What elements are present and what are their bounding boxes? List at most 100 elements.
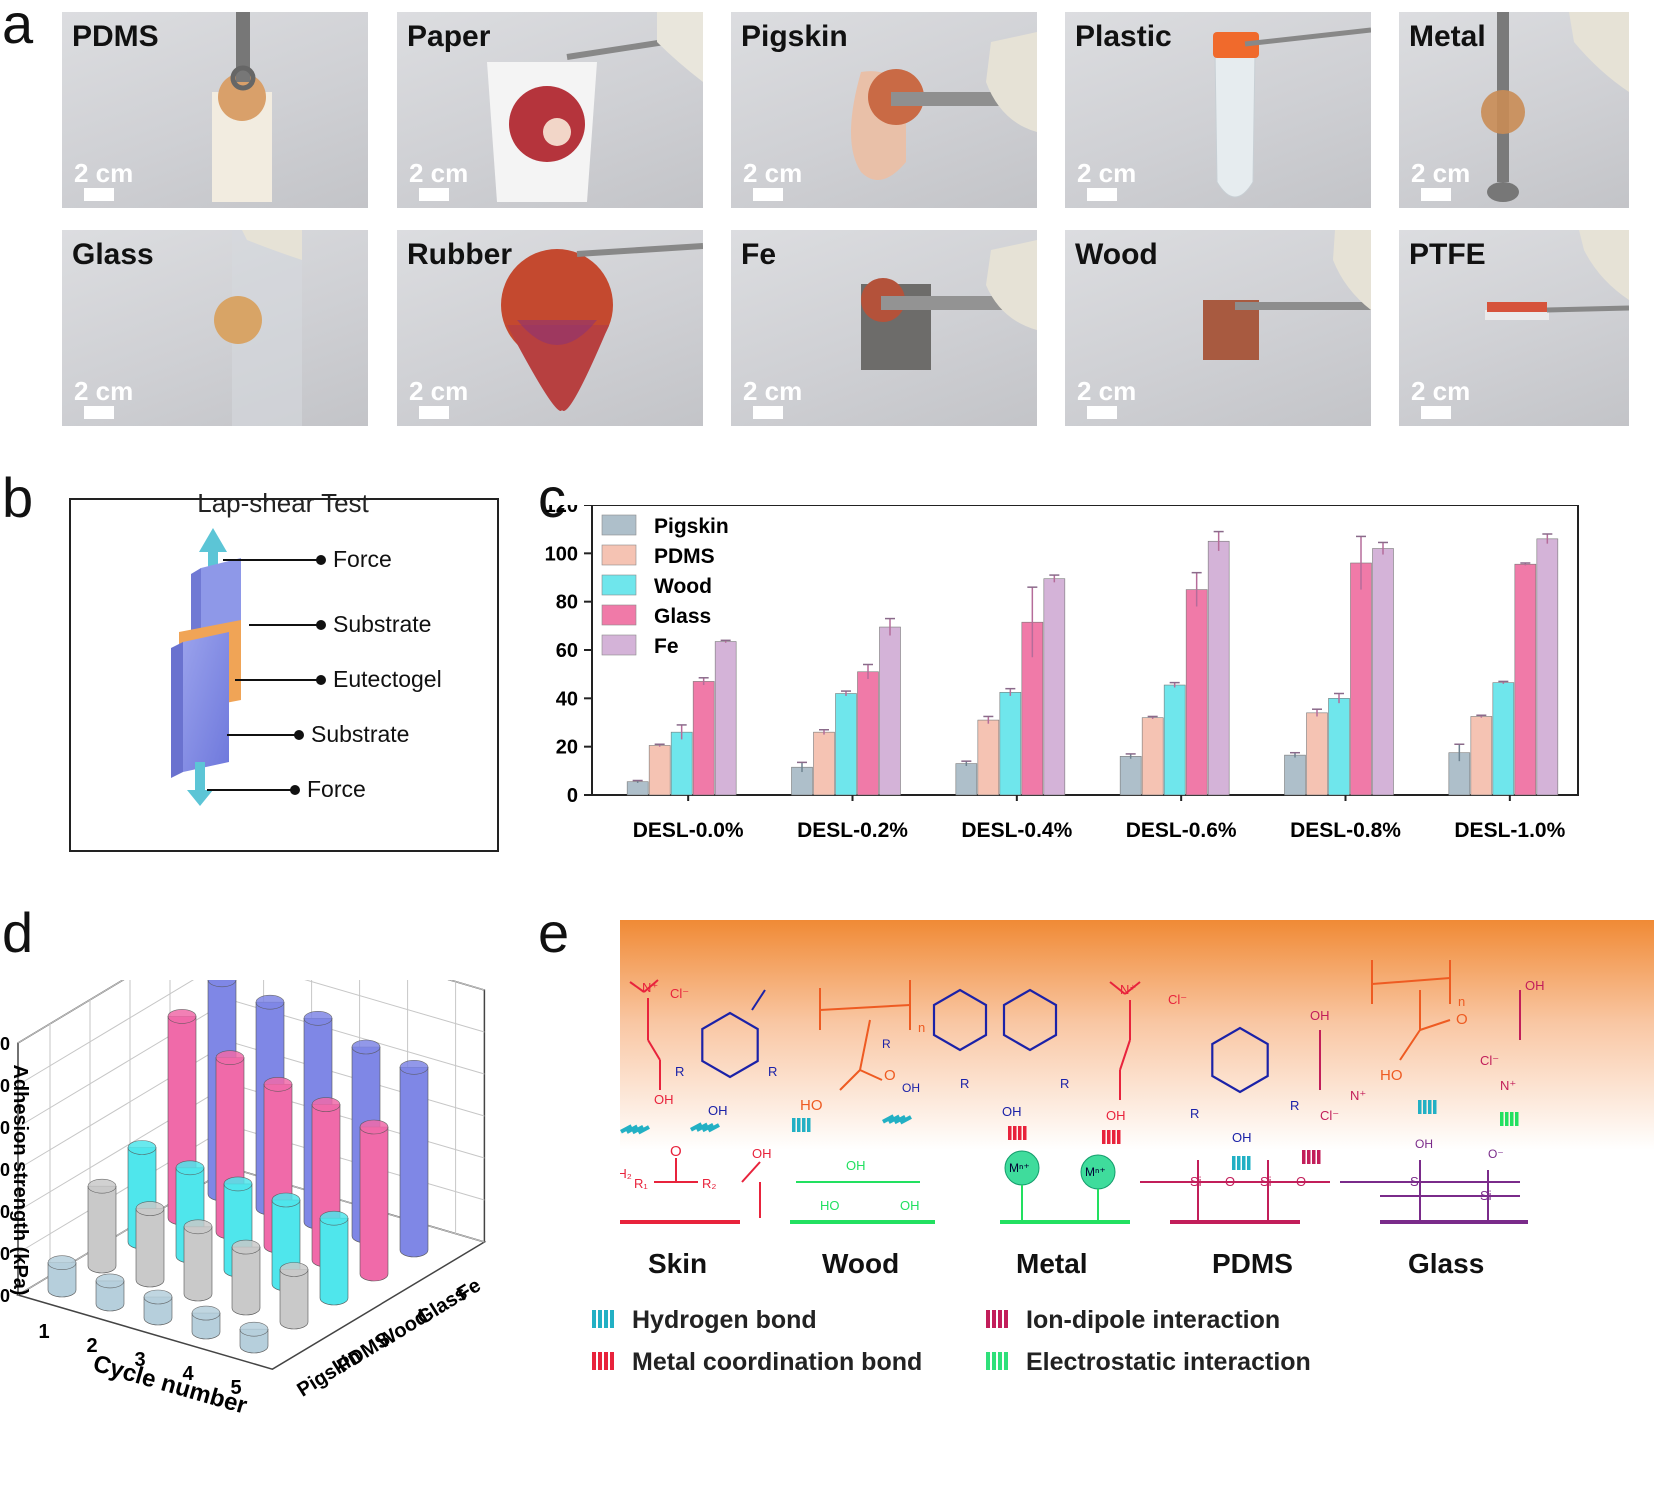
hbond-skin-2	[695, 1122, 709, 1132]
scale-bar	[84, 406, 114, 419]
hydroxyl: OH	[654, 1092, 674, 1107]
cylinder-glass	[359, 1119, 389, 1282]
cylinder-pdms	[135, 1201, 165, 1288]
z-tick-label: 120	[0, 1034, 10, 1054]
hbond-pdms	[1242, 1156, 1246, 1170]
bar-pigskin	[1284, 754, 1306, 796]
legend-label: Pigskin	[654, 515, 729, 538]
metal-bond-2	[1102, 1130, 1106, 1144]
hbond-wood-1	[802, 1118, 806, 1132]
bond-line	[859, 1069, 883, 1081]
bar-wood	[999, 691, 1022, 796]
metal-bond-2	[1117, 1130, 1121, 1144]
cycle-tick-label: 2	[86, 1335, 97, 1357]
cylinder-top	[399, 1060, 429, 1075]
bar-glass	[1514, 563, 1537, 796]
hbond-glass	[1423, 1100, 1427, 1114]
photo-scene	[214, 230, 302, 426]
hbond-wood-2	[893, 1114, 907, 1125]
oxygen: O	[1296, 1174, 1306, 1189]
hbond-glass	[1418, 1100, 1422, 1114]
cylinder-top	[207, 980, 237, 988]
cylinder-pigskin	[191, 1305, 221, 1340]
legend-label: PDMS	[654, 545, 715, 568]
bond-line	[1371, 977, 1451, 985]
hydroxyl: OH	[846, 1158, 866, 1173]
legend-label: Ion-dipole interaction	[1026, 1306, 1281, 1334]
scale-bar	[1087, 406, 1117, 419]
y-tick-label: 20	[556, 737, 578, 759]
scale-label: 2 cm	[1077, 376, 1137, 406]
photo-label: Paper	[407, 20, 491, 53]
hydroxyl: OH	[1415, 1137, 1433, 1151]
hydroxyl: OH	[902, 1081, 920, 1095]
photo-label: Pigskin	[741, 20, 848, 53]
bar-glass	[1185, 589, 1208, 796]
x-tick-label: DESL-0.4%	[961, 819, 1072, 842]
bar-pigskin	[955, 763, 978, 796]
r-group: R	[768, 1064, 777, 1079]
substrate-label-pdms: PDMS	[1212, 1248, 1293, 1279]
cylinder-top	[47, 1255, 77, 1271]
bond-line	[859, 1019, 871, 1071]
bond-line	[751, 989, 766, 1011]
bar-fe	[879, 626, 901, 796]
carbonyl-o: O	[670, 1143, 682, 1160]
bar-pdms	[1470, 716, 1493, 796]
y-tick-label: 80	[556, 592, 578, 614]
hbond-skin-2	[690, 1122, 703, 1132]
label-substrate-bottom: Substrate	[311, 721, 410, 747]
cylinder-top	[263, 1077, 293, 1092]
cylinder-top	[351, 1039, 381, 1055]
cycle-tick-label: 3	[134, 1349, 145, 1371]
scale-label: 2 cm	[74, 376, 134, 406]
z-axis-label: Adhesion strength (kPa)	[9, 1064, 31, 1295]
metal-bond-1	[1008, 1126, 1012, 1140]
metal-bond-1	[1013, 1126, 1017, 1140]
hbond-glass	[1428, 1100, 1432, 1114]
photo-scene	[1485, 230, 1629, 320]
metal-bond-2	[1112, 1130, 1116, 1144]
photo-glass: Glass 2 cm	[62, 230, 368, 426]
panel-letter-e: e	[538, 901, 570, 964]
legend-swatch-pigskin	[601, 514, 637, 536]
z-tick-label: 100	[0, 1076, 10, 1096]
bar-pdms	[813, 731, 835, 796]
catechol-ring	[932, 988, 988, 1052]
cylinder-top	[143, 1289, 173, 1305]
bar-pdms	[648, 745, 671, 796]
cylinder-body	[135, 1208, 165, 1288]
cylinder-fe	[399, 1060, 429, 1258]
cylinder-pigskin	[143, 1289, 173, 1326]
legend-label: Metal coordination bond	[632, 1348, 923, 1376]
cylinder-body	[279, 1269, 309, 1330]
cylinder-body	[87, 1185, 117, 1274]
z-tick-label: 60	[0, 1160, 10, 1180]
bond-line	[1119, 1039, 1131, 1071]
cylinder-top	[87, 1178, 117, 1194]
cylinder-pdms	[87, 1178, 117, 1274]
legend-label: Fe	[654, 635, 679, 658]
panel-letter-c: c	[538, 466, 566, 529]
metal-bond-2	[1107, 1130, 1111, 1144]
r-group: R	[1190, 1106, 1199, 1121]
scale-label: 2 cm	[743, 376, 803, 406]
scale-bar	[84, 188, 114, 201]
r-group: R	[960, 1076, 969, 1091]
cylinder-top	[311, 1097, 341, 1112]
legend-swatch-glass	[601, 604, 637, 626]
bar-pigskin	[626, 781, 649, 796]
photo-ptfe: PTFE 2 cm	[1399, 230, 1629, 426]
hbond-skin-1	[625, 1124, 639, 1134]
cylinder-body	[143, 1296, 173, 1326]
hbond-glass	[1433, 1100, 1437, 1114]
bond-line	[1109, 981, 1126, 995]
lap-shear-illustration	[171, 528, 326, 806]
bond-line	[647, 1039, 661, 1061]
lap-shear-diagram: Lap-shear Test	[69, 488, 499, 852]
hydroxyl: HO	[800, 1097, 823, 1114]
cylinder-top	[183, 1219, 213, 1235]
legend-label: Glass	[654, 605, 711, 628]
carbonyl-o: O	[1456, 1011, 1468, 1028]
